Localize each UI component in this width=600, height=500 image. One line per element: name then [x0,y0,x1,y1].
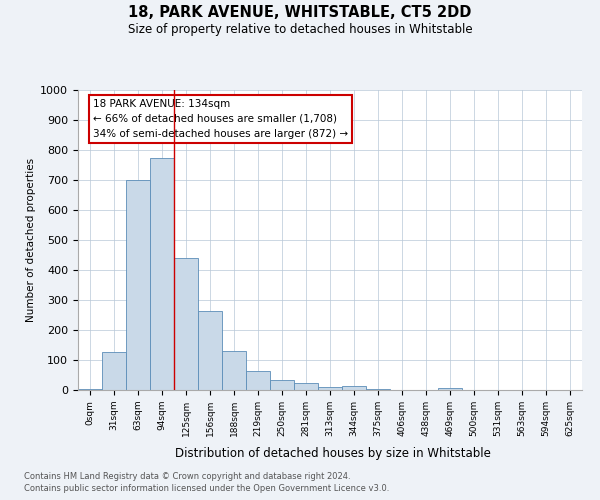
Bar [198,310,222,390]
Text: 18, PARK AVENUE, WHITSTABLE, CT5 2DD: 18, PARK AVENUE, WHITSTABLE, CT5 2DD [128,5,472,20]
Text: Contains public sector information licensed under the Open Government Licence v3: Contains public sector information licen… [24,484,389,493]
Bar [150,158,174,390]
Bar [342,386,366,390]
Bar [222,351,246,390]
Bar [294,384,318,390]
Bar [174,258,198,390]
Bar [78,388,102,390]
Bar [102,352,126,390]
Bar [366,388,390,390]
Text: Contains HM Land Registry data © Crown copyright and database right 2024.: Contains HM Land Registry data © Crown c… [24,472,350,481]
Text: 18 PARK AVENUE: 134sqm
← 66% of detached houses are smaller (1,708)
34% of semi-: 18 PARK AVENUE: 134sqm ← 66% of detached… [93,99,348,138]
Bar [126,180,150,390]
Bar [246,370,270,390]
Bar [318,387,342,390]
Bar [438,388,462,390]
Text: Size of property relative to detached houses in Whitstable: Size of property relative to detached ho… [128,22,472,36]
Text: Distribution of detached houses by size in Whitstable: Distribution of detached houses by size … [175,447,491,460]
Bar [270,380,294,390]
Y-axis label: Number of detached properties: Number of detached properties [26,158,36,322]
